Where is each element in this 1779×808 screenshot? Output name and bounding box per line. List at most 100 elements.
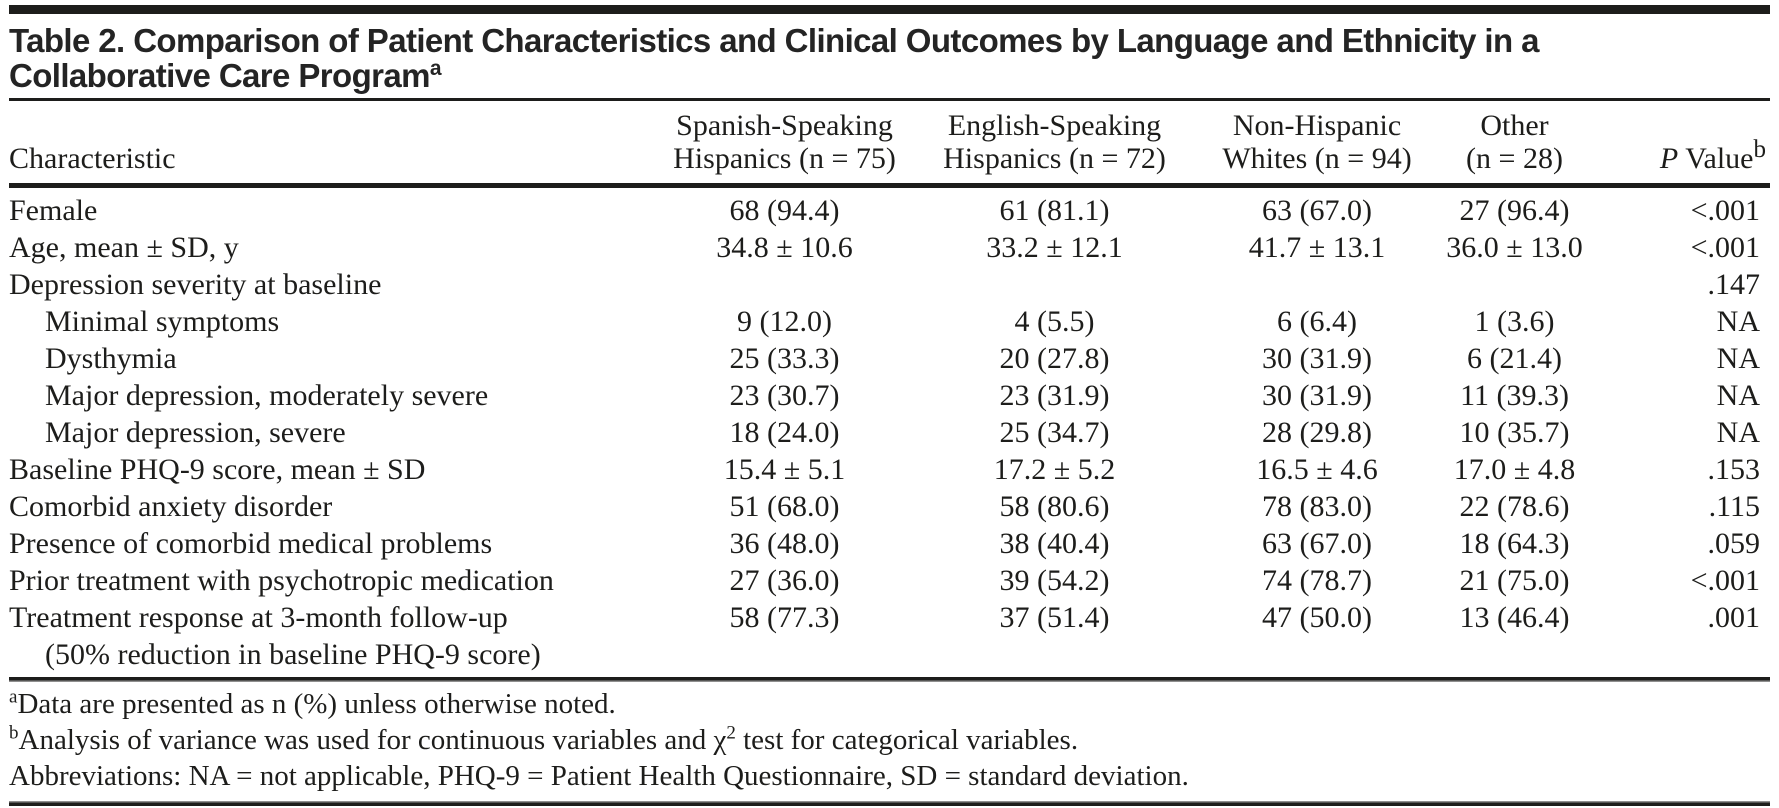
table-cell: 20 (27.8) (999, 342, 1110, 375)
table-cell: 17.0 ± 4.8 (1453, 453, 1576, 486)
table-row: Minimal symptoms 9 (12.0) 4 (5.5) 6 (6.4… (9, 303, 1770, 340)
column-header-english-speaking-hispanics: English-Speaking Hispanics (n = 72) (912, 101, 1197, 188)
table-cell: 33.2 ± 12.1 (986, 231, 1123, 264)
table-cell: 1 (3.6) (1474, 305, 1555, 338)
table-row: Treatment response at 3-month follow-up … (9, 599, 1770, 636)
chi-squared-exponent: 2 (726, 722, 736, 744)
p-value-cell: <.001 (1690, 231, 1760, 264)
table-cell: 63 (67.0) (1262, 194, 1372, 227)
table-title-line2: Collaborative Care Programa (9, 57, 442, 94)
table-row: Prior treatment with psychotropic medica… (9, 562, 1770, 599)
table-row: Major depression, severe 18 (24.0) 25 (3… (9, 414, 1770, 451)
row-label: Comorbid anxiety disorder (9, 490, 333, 523)
row-label: Baseline PHQ-9 score, mean ± SD (9, 453, 426, 486)
p-value-cell: .115 (1708, 490, 1760, 523)
table-row: Baseline PHQ-9 score, mean ± SD 15.4 ± 5… (9, 451, 1770, 488)
table-cell: 9 (12.0) (737, 305, 832, 338)
table-cell: 39 (54.2) (999, 564, 1110, 597)
p-value-cell: .147 (1707, 268, 1761, 301)
table-cell: 78 (83.0) (1262, 490, 1372, 523)
p-value-cell (1592, 636, 1770, 673)
table-cell: 27 (36.0) (729, 564, 840, 597)
table-cell: 18 (64.3) (1459, 527, 1570, 560)
table-cell: 68 (94.4) (729, 194, 840, 227)
table-cell (657, 266, 912, 303)
p-value-cell: NA (1716, 305, 1760, 338)
table-cell: 23 (30.7) (729, 379, 840, 412)
table-cell: 11 (39.3) (1460, 379, 1569, 412)
table-cell: 16.5 ± 4.6 (1256, 453, 1378, 486)
table-cell: 4 (5.5) (1014, 305, 1095, 338)
bottom-rule (9, 801, 1770, 806)
table-cell: 22 (78.6) (1459, 490, 1570, 523)
table-cell: 36 (48.0) (729, 527, 840, 560)
row-label: Treatment response at 3-month follow-up (9, 601, 508, 634)
row-label: Depression severity at baseline (9, 268, 382, 301)
table-cell: 6 (6.4) (1277, 305, 1357, 338)
table-cell: 6 (21.4) (1467, 342, 1562, 375)
table-row: Age, mean ± SD, y 34.8 ± 10.6 33.2 ± 12.… (9, 229, 1770, 266)
title-divider (9, 98, 1770, 101)
footnote-divider (9, 677, 1770, 682)
table-cell: 38 (40.4) (999, 527, 1110, 560)
table-cell: 30 (31.9) (1262, 342, 1372, 375)
footnote-a-marker: a (9, 686, 18, 708)
table-row: Major depression, moderately severe 23 (… (9, 377, 1770, 414)
p-value-cell: <.001 (1690, 194, 1760, 227)
table-cell: 34.8 ± 10.6 (716, 231, 853, 264)
table-cell: 25 (33.3) (729, 342, 840, 375)
row-label: Major depression, moderately severe (45, 379, 489, 412)
p-value-cell: .059 (1707, 527, 1761, 560)
table-cell: 27 (96.4) (1459, 194, 1570, 227)
patient-characteristics-table: Characteristic Spanish-Speaking Hispanic… (9, 101, 1770, 673)
table-cell (1437, 636, 1592, 673)
table-cell: 23 (31.9) (999, 379, 1110, 412)
table-cell: 74 (78.7) (1262, 564, 1372, 597)
table-cell: 28 (29.8) (1262, 416, 1372, 449)
footnote-b-marker: b (9, 722, 19, 744)
table-cell (912, 266, 1197, 303)
table-cell (1197, 636, 1437, 673)
footnote-b: bAnalysis of variance was used for conti… (9, 722, 1079, 756)
table-cell: 15.4 ± 5.1 (723, 453, 846, 486)
footnotes: aData are presented as n (%) unless othe… (9, 686, 1770, 794)
p-value-cell: .001 (1707, 601, 1761, 634)
table-cell (1197, 266, 1437, 303)
table-cell: 51 (68.0) (729, 490, 840, 523)
table-row: Depression severity at baseline .147 (9, 266, 1770, 303)
column-header-p-value: P Valueb (1592, 101, 1770, 188)
table-cell: 58 (77.3) (729, 601, 840, 634)
row-label: Presence of comorbid medical problems (9, 527, 493, 560)
table-cell: 18 (24.0) (729, 416, 840, 449)
table-cell: 41.7 ± 13.1 (1248, 231, 1386, 264)
p-value-cell: NA (1716, 379, 1760, 412)
column-header-non-hispanic-whites: Non-Hispanic Whites (n = 94) (1197, 101, 1437, 188)
top-rule (9, 5, 1770, 14)
table-row: Dysthymia 25 (33.3) 20 (27.8) 30 (31.9) … (9, 340, 1770, 377)
row-label: Female (9, 194, 98, 227)
row-label: (50% reduction in baseline PHQ-9 score) (45, 638, 541, 671)
table-cell (1437, 266, 1592, 303)
table-cell (657, 636, 912, 673)
table-cell (912, 636, 1197, 673)
table-cell: 13 (46.4) (1459, 601, 1570, 634)
table-title-line1: Table 2. Comparison of Patient Character… (9, 22, 1539, 59)
p-value-cell: NA (1716, 342, 1760, 375)
table-cell: 21 (75.0) (1459, 564, 1570, 597)
p-value-cell: .153 (1707, 453, 1761, 486)
table-row: Comorbid anxiety disorder 51 (68.0) 58 (… (9, 488, 1770, 525)
table-row: Female 68 (94.4) 61 (81.1) 63 (67.0) 27 … (9, 186, 1770, 230)
column-header-spanish-speaking-hispanics: Spanish-Speaking Hispanics (n = 75) (657, 101, 912, 188)
table-cell: 37 (51.4) (999, 601, 1110, 634)
table-cell: 61 (81.1) (999, 194, 1110, 227)
abbreviations-note: Abbreviations: NA = not applicable, PHQ-… (9, 760, 1189, 792)
table-cell: 63 (67.0) (1262, 527, 1372, 560)
header-row: Characteristic Spanish-Speaking Hispanic… (9, 101, 1770, 188)
p-value-footnote-marker: b (1753, 136, 1767, 163)
table-cell: 36.0 ± 13.0 (1446, 231, 1583, 264)
table-cell: 10 (35.7) (1459, 416, 1570, 449)
row-label: Prior treatment with psychotropic medica… (9, 564, 554, 597)
table-row: Presence of comorbid medical problems 36… (9, 525, 1770, 562)
row-label: Major depression, severe (45, 416, 346, 449)
